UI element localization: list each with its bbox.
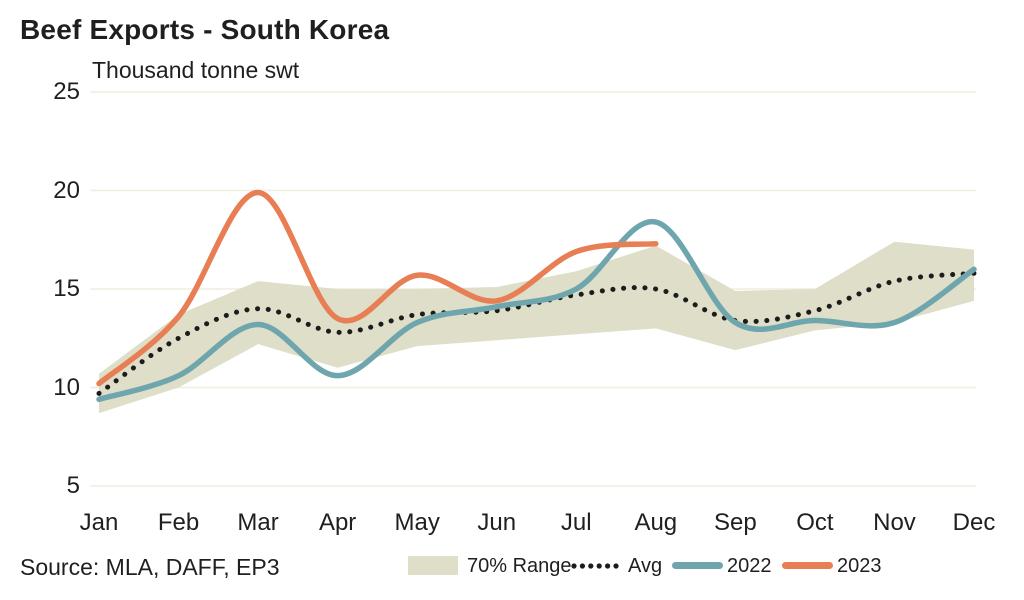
x-tick-label: Jan bbox=[79, 509, 119, 536]
x-tick-label: Apr bbox=[318, 509, 357, 536]
x-tick-label: Aug bbox=[634, 509, 678, 536]
x-tick-label: Nov bbox=[873, 509, 916, 536]
legend-2023-line-icon bbox=[782, 562, 833, 569]
y-tick-label: 10 bbox=[53, 373, 80, 401]
x-tick-label: Jun bbox=[477, 509, 517, 536]
y-tick-label: 15 bbox=[53, 275, 80, 302]
x-tick-label: Oct bbox=[796, 509, 834, 536]
legend-2023-label: 2023 bbox=[837, 555, 882, 577]
avg-dotted-line bbox=[96, 270, 977, 396]
y-tick-label: 5 bbox=[66, 472, 80, 499]
chart-legend: 70% Range Avg 2022 2023 bbox=[0, 550, 1024, 586]
x-tick-label: Sep bbox=[714, 509, 757, 536]
x-tick-label: Dec bbox=[952, 509, 996, 536]
legend-2022-line-icon bbox=[672, 562, 723, 569]
source-note: Source: MLA, DAFF, EP3 bbox=[20, 554, 280, 580]
x-tick-label: Feb bbox=[157, 509, 200, 536]
chart-title: Beef Exports - South Korea bbox=[20, 14, 390, 45]
legend-range-label: 70% Range bbox=[467, 555, 572, 577]
line-2022 bbox=[96, 219, 977, 403]
legend-avg-dots-icon bbox=[571, 563, 619, 569]
x-tick-label: Jul bbox=[560, 509, 592, 536]
range-band bbox=[99, 241, 974, 414]
line-2023 bbox=[96, 189, 659, 387]
y-tick-label: 25 bbox=[53, 78, 80, 105]
x-tick-label: Mar bbox=[237, 509, 279, 536]
legend-avg-label: Avg bbox=[628, 555, 663, 577]
legend-2022-label: 2022 bbox=[727, 555, 772, 577]
y-axis-unit-label: Thousand tonne swt bbox=[92, 57, 300, 83]
y-tick-label: 20 bbox=[53, 176, 80, 204]
x-tick-label: May bbox=[394, 509, 440, 536]
legend-range-swatch-icon bbox=[408, 556, 458, 575]
